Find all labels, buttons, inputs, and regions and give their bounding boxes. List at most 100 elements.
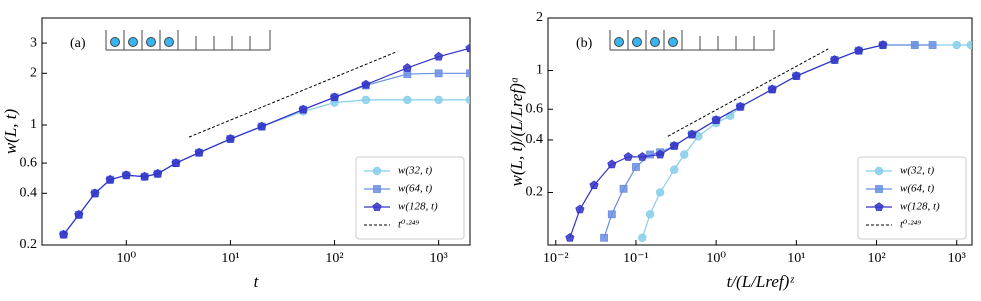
marker bbox=[589, 180, 599, 190]
marker bbox=[298, 104, 308, 114]
marker bbox=[645, 210, 655, 219]
marker bbox=[121, 170, 131, 180]
marker bbox=[878, 40, 888, 49]
plot-frame bbox=[41, 17, 471, 246]
marker bbox=[680, 150, 689, 159]
marker bbox=[607, 210, 616, 219]
legend-marker bbox=[372, 202, 382, 211]
legend-marker bbox=[875, 185, 883, 193]
marker bbox=[466, 69, 470, 78]
marker bbox=[105, 174, 115, 184]
marker bbox=[257, 121, 267, 131]
marker bbox=[465, 95, 470, 105]
legend-label: t⁰·²⁴⁹ bbox=[900, 219, 921, 231]
x-tick-label: 10³ bbox=[430, 251, 448, 266]
legend-label: w(32, t) bbox=[398, 165, 433, 177]
marker bbox=[575, 204, 585, 214]
x-axis-label: t/(L/Lref)ᶻ bbox=[727, 272, 795, 291]
y-tick-label: 1 bbox=[30, 117, 37, 132]
marker bbox=[670, 165, 679, 174]
marker bbox=[171, 158, 181, 167]
y-tick-label: 2 bbox=[30, 66, 37, 81]
legend-label: w(64, t) bbox=[900, 183, 935, 195]
marker bbox=[225, 134, 235, 143]
marker bbox=[607, 159, 617, 169]
x-tick-label: 10² bbox=[867, 251, 885, 266]
x-axis-label: t bbox=[254, 272, 260, 291]
y-tick-label: 0.4 bbox=[20, 186, 38, 201]
marker bbox=[402, 63, 412, 72]
marker bbox=[669, 141, 679, 150]
y-tick-label: 0.4 bbox=[526, 132, 544, 147]
marker bbox=[361, 95, 371, 105]
marker bbox=[966, 40, 972, 50]
x-tick-label: 10⁰ bbox=[116, 251, 136, 266]
marker bbox=[329, 92, 340, 102]
marker bbox=[434, 51, 444, 61]
y-tick-label: 2 bbox=[536, 10, 543, 25]
plot-area bbox=[59, 43, 470, 239]
marker bbox=[830, 55, 840, 64]
marker bbox=[623, 152, 633, 161]
legend-label: w(32, t) bbox=[900, 165, 935, 177]
marker bbox=[619, 184, 628, 193]
marker bbox=[910, 41, 919, 49]
legend-marker bbox=[874, 202, 884, 211]
marker bbox=[767, 84, 777, 94]
marker bbox=[638, 233, 647, 242]
marker bbox=[403, 95, 412, 105]
marker bbox=[655, 149, 665, 159]
y-tick-label: 0.2 bbox=[526, 185, 544, 200]
y-tick-label: 0.6 bbox=[526, 101, 544, 116]
plot-area bbox=[565, 40, 972, 242]
marker bbox=[153, 168, 163, 178]
marker bbox=[952, 40, 961, 50]
legend-marker bbox=[372, 166, 382, 176]
x-tick-label: 10⁰ bbox=[706, 251, 726, 266]
marker bbox=[434, 95, 443, 105]
legend-label: w(64, t) bbox=[398, 183, 433, 195]
marker bbox=[791, 71, 801, 80]
panel-label: (a) bbox=[70, 36, 86, 51]
marker bbox=[140, 171, 150, 181]
marker bbox=[74, 209, 84, 219]
marker bbox=[655, 188, 665, 197]
lattice-inset bbox=[105, 30, 271, 51]
marker bbox=[565, 232, 575, 242]
marker bbox=[711, 115, 721, 124]
marker bbox=[735, 101, 745, 111]
legend-label: t⁰·²⁴⁹ bbox=[398, 219, 419, 231]
reference-line bbox=[188, 51, 398, 138]
x-tick-label: 10⁻¹ bbox=[623, 251, 649, 266]
marker bbox=[637, 152, 647, 161]
marker bbox=[632, 163, 640, 171]
x-tick-label: 10² bbox=[325, 251, 343, 266]
y-tick-label: 3 bbox=[30, 35, 37, 50]
legend-box bbox=[857, 156, 967, 240]
marker bbox=[194, 147, 204, 157]
x-tick-label: 10⁻² bbox=[543, 251, 569, 266]
y-axis-label: w(L, t)/(L/Lref)ᵅ bbox=[507, 76, 526, 186]
legend-label: w(128, t) bbox=[398, 201, 438, 213]
panel-label: (b) bbox=[576, 36, 593, 51]
marker bbox=[434, 69, 443, 78]
marker bbox=[90, 188, 100, 198]
y-axis-label: w(L, t) bbox=[1, 108, 20, 154]
plot-frame bbox=[547, 17, 973, 246]
marker bbox=[361, 79, 371, 89]
x-tick-label: 10¹ bbox=[787, 251, 805, 266]
legend-marker bbox=[874, 166, 884, 176]
marker bbox=[928, 41, 937, 49]
marker bbox=[465, 43, 470, 53]
marker bbox=[646, 150, 654, 159]
marker bbox=[854, 45, 864, 55]
marker bbox=[600, 233, 608, 242]
legend-box bbox=[355, 156, 465, 240]
legend-marker bbox=[373, 185, 381, 193]
marker bbox=[687, 129, 697, 139]
y-tick-label: 0.2 bbox=[20, 237, 38, 252]
x-tick-label: 10¹ bbox=[221, 251, 239, 266]
y-tick-label: 1 bbox=[536, 63, 543, 78]
y-tick-label: 0.6 bbox=[20, 155, 38, 170]
